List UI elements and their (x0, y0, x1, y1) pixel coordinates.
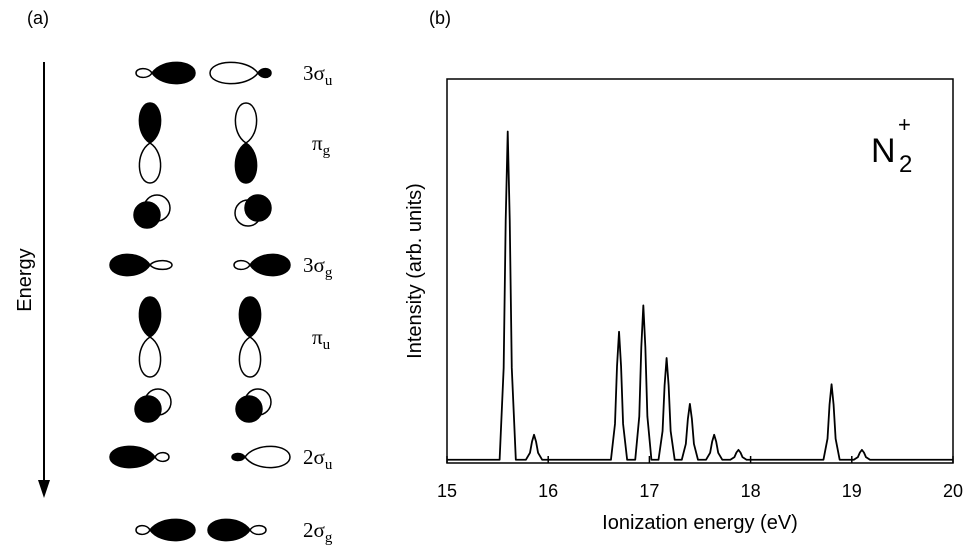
energy-arrowhead (38, 480, 50, 498)
plot-frame (446, 78, 954, 464)
x-tick-label: 19 (842, 481, 862, 501)
orbital-lobe (238, 296, 262, 338)
spectrum-line (447, 130, 953, 461)
orbital-name: 2σ (303, 445, 325, 469)
orbital-lobe (209, 61, 259, 85)
orbital-lobe (231, 452, 246, 462)
x-tick-label: 20 (943, 481, 963, 501)
orbital-lobe (134, 395, 162, 423)
orbital-lobe (135, 524, 151, 536)
orbital-lobe (135, 67, 153, 79)
orbital-subscript: g (325, 265, 333, 281)
orbital-lobe (235, 395, 263, 423)
x-tick-label: 16 (538, 481, 558, 501)
orbital-lobe (244, 445, 291, 469)
orbital-lobe (154, 451, 170, 463)
orbital-lobe (151, 61, 196, 85)
orbital-label: 2σu (303, 445, 333, 473)
orbital-lobe (244, 194, 272, 222)
orbital-lobe (238, 336, 262, 378)
orbital-lobe (138, 336, 162, 378)
orbital-lobe (109, 253, 151, 277)
orbital-lobe (149, 518, 196, 542)
orbital-subscript: g (323, 143, 331, 159)
orbital-name: π (312, 131, 323, 155)
orbital-lobe (257, 67, 272, 79)
orbital-lobe (207, 518, 251, 542)
orbital-lobe (234, 142, 258, 184)
orbital-name: 3σ (303, 253, 325, 277)
orbital-name: π (312, 325, 323, 349)
orbital-diagram (109, 61, 291, 542)
x-tick-label: 18 (741, 481, 761, 501)
x-tick-label: 17 (639, 481, 659, 501)
orbital-label: 3σg (303, 253, 333, 281)
orbital-lobe (133, 201, 161, 229)
x-axis-label: Ionization energy (eV) (602, 512, 798, 534)
orbital-lobe (138, 296, 162, 338)
orbital-label: πg (312, 131, 331, 159)
orbital-lobe (234, 102, 258, 144)
orbital-subscript: g (325, 530, 333, 546)
orbital-lobe (149, 259, 173, 271)
energy-label: Energy (14, 248, 36, 311)
orbital-lobe (249, 524, 267, 536)
orbital-subscript: u (323, 337, 331, 353)
orbital-lobe (109, 445, 156, 469)
panel-label: (a) (27, 8, 49, 28)
y-axis-label: Intensity (arb. units) (404, 183, 426, 359)
annotation-subscript: 2 (899, 151, 912, 178)
orbital-subscript: u (325, 457, 333, 473)
orbital-label: πu (312, 325, 331, 353)
orbital-subscript: u (325, 73, 333, 89)
annotation-text: N (871, 132, 896, 170)
orbital-lobe (233, 259, 251, 271)
orbital-name: 2σ (303, 518, 325, 542)
orbital-label: 3σu (303, 61, 333, 89)
x-tick-label: 15 (437, 481, 457, 501)
orbital-lobe (249, 253, 291, 277)
panel-label: (b) (429, 8, 451, 28)
orbital-lobe (138, 102, 162, 144)
orbital-lobe (138, 142, 162, 184)
orbital-name: 3σ (303, 61, 325, 85)
orbital-label: 2σg (303, 518, 333, 546)
annotation-superscript: + (898, 112, 911, 137)
annotation: N+ 2 (871, 112, 912, 178)
